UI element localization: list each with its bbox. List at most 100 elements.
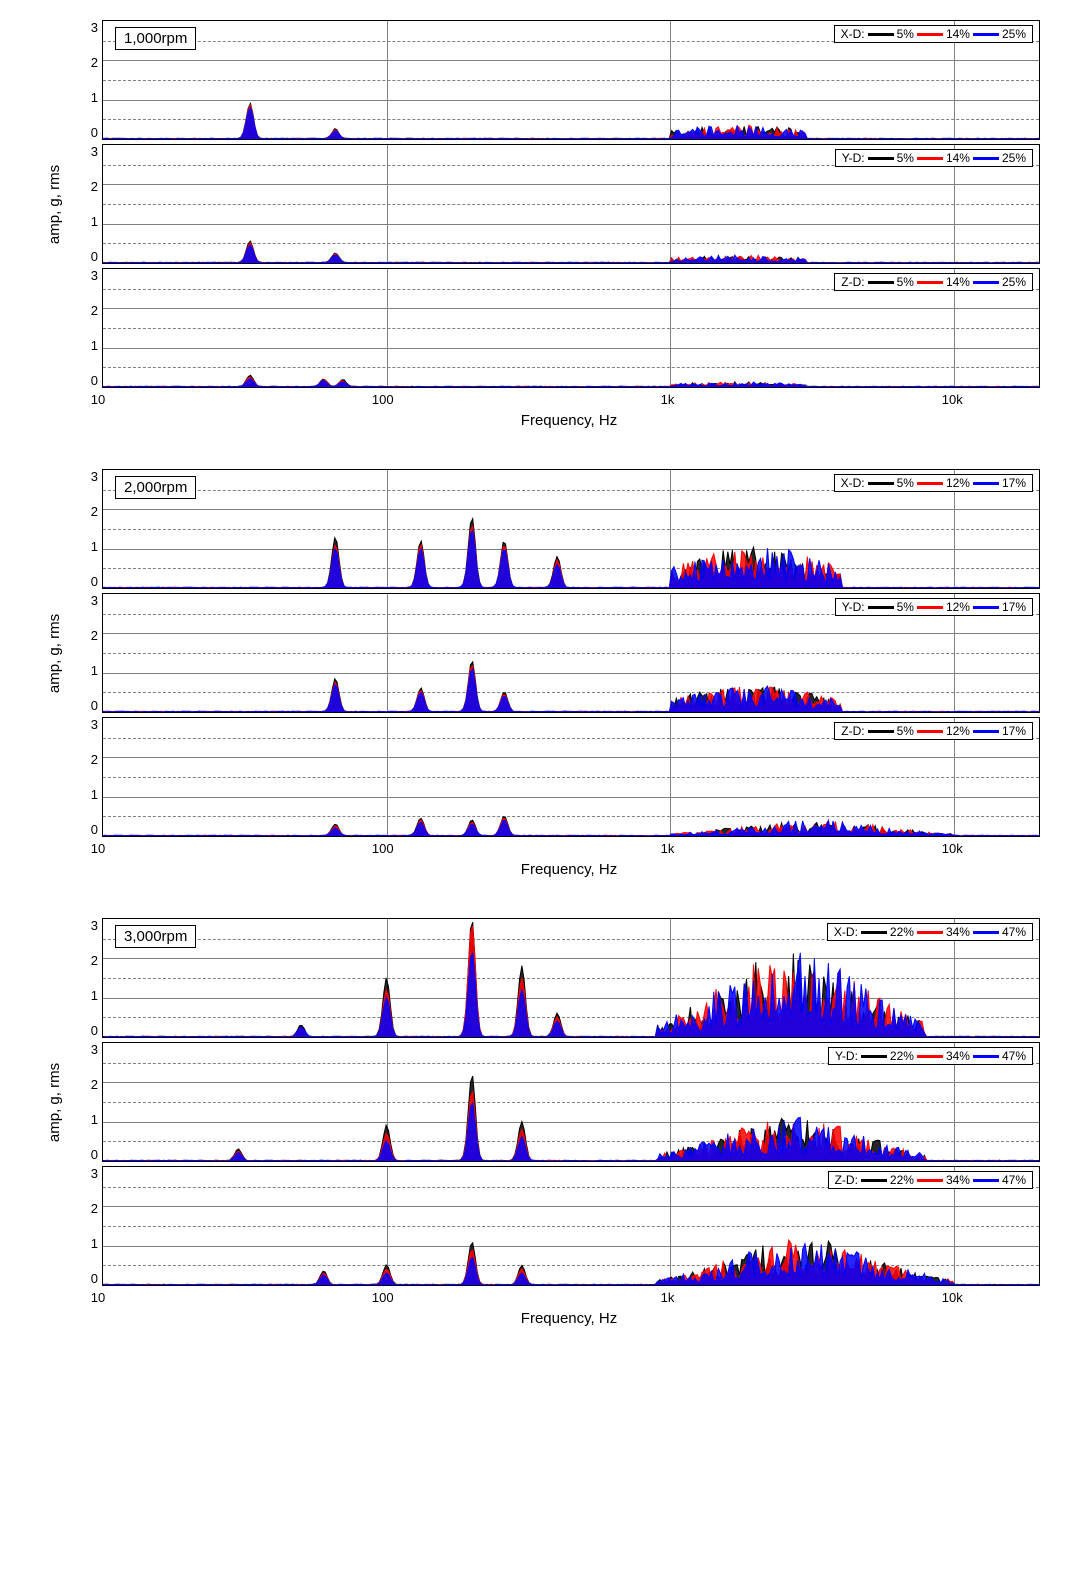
yaxis-label-wrap: amp, g, rms [40, 144, 70, 264]
yaxis-label: amp, g, rms [47, 164, 64, 243]
ytick-label: 0 [70, 1271, 98, 1286]
rpm-label-box: 3,000rpm [115, 925, 196, 948]
xtick-label: 1k [653, 392, 683, 407]
legend-direction: X-D: [841, 27, 865, 41]
legend-line [861, 1179, 887, 1182]
legend-percent: 25% [1002, 275, 1026, 289]
ytick-label: 2 [70, 1077, 98, 1092]
ytick-label: 2 [70, 55, 98, 70]
ytick-label: 1 [70, 338, 98, 353]
ytick-label: 0 [70, 574, 98, 589]
ytick-col: 3210 [70, 144, 102, 264]
ytick-label: 2 [70, 504, 98, 519]
legend-direction: X-D: [834, 925, 858, 939]
legend-box: Z-D:22%34%47% [828, 1171, 1033, 1189]
legend-line [973, 1055, 999, 1058]
plot-area: 2,000rpmX-D:5%12%17% [102, 469, 1040, 589]
plot-area: 1,000rpmX-D:5%14%25% [102, 20, 1040, 140]
plot-area: Y-D:5%14%25% [102, 144, 1040, 264]
legend-line [868, 606, 894, 609]
legend-percent: 14% [946, 275, 970, 289]
yaxis-label-wrap [40, 717, 70, 837]
subplot: amp, g, rms3210Y-D:5%12%17% [40, 593, 1040, 713]
xtick-row: 101001k10k [98, 1290, 1038, 1306]
ytick-col: 3210 [70, 918, 102, 1038]
xaxis-label: Frequency, Hz [98, 1310, 1040, 1327]
legend-percent: 25% [1002, 151, 1026, 165]
ytick-label: 1 [70, 214, 98, 229]
xtick-label: 10k [937, 841, 967, 856]
ytick-label: 0 [70, 698, 98, 713]
ytick-label: 1 [70, 787, 98, 802]
ytick-col: 3210 [70, 20, 102, 140]
legend-percent: 34% [946, 1049, 970, 1063]
ytick-label: 0 [70, 1023, 98, 1038]
yaxis-label: amp, g, rms [47, 1062, 64, 1141]
ytick-label: 0 [70, 1147, 98, 1162]
legend-line [868, 482, 894, 485]
subplot: 3210Z-D:22%34%47% [40, 1166, 1040, 1286]
subplot: 32103,000rpmX-D:22%34%47% [40, 918, 1040, 1038]
legend-percent: 47% [1002, 1173, 1026, 1187]
ytick-label: 2 [70, 953, 98, 968]
legend-percent: 5% [897, 151, 914, 165]
xtick-row: 101001k10k [98, 392, 1038, 408]
legend-percent: 17% [1002, 600, 1026, 614]
plot-area: Y-D:5%12%17% [102, 593, 1040, 713]
legend-percent: 12% [946, 476, 970, 490]
yaxis-label-wrap: amp, g, rms [40, 593, 70, 713]
legend-percent: 5% [897, 27, 914, 41]
legend-direction: Z-D: [841, 724, 864, 738]
legend-line [973, 931, 999, 934]
ytick-label: 0 [70, 249, 98, 264]
yaxis-label: amp, g, rms [47, 613, 64, 692]
legend-percent: 34% [946, 1173, 970, 1187]
legend-line [868, 730, 894, 733]
plot-area: Z-D:22%34%47% [102, 1166, 1040, 1286]
legend-percent: 5% [897, 600, 914, 614]
legend-line [917, 931, 943, 934]
legend-line [917, 482, 943, 485]
xtick-label: 10 [83, 392, 113, 407]
ytick-label: 2 [70, 303, 98, 318]
rpm-label-box: 2,000rpm [115, 476, 196, 499]
ytick-col: 3210 [70, 593, 102, 713]
yaxis-label-wrap [40, 20, 70, 140]
ytick-label: 1 [70, 1112, 98, 1127]
legend-percent: 5% [897, 275, 914, 289]
legend-percent: 17% [1002, 476, 1026, 490]
ytick-label: 2 [70, 628, 98, 643]
ytick-col: 3210 [70, 1042, 102, 1162]
yaxis-label-wrap [40, 469, 70, 589]
xtick-label: 1k [653, 841, 683, 856]
subplot: 32101,000rpmX-D:5%14%25% [40, 20, 1040, 140]
legend-line [917, 281, 943, 284]
legend-box: X-D:5%14%25% [834, 25, 1033, 43]
legend-direction: Y-D: [835, 1049, 858, 1063]
legend-line [917, 730, 943, 733]
ytick-label: 3 [70, 20, 98, 35]
xtick-label: 10 [83, 1290, 113, 1305]
legend-line [868, 281, 894, 284]
xtick-label: 10 [83, 841, 113, 856]
legend-percent: 34% [946, 925, 970, 939]
legend-percent: 5% [897, 724, 914, 738]
legend-percent: 47% [1002, 1049, 1026, 1063]
xaxis-label: Frequency, Hz [98, 412, 1040, 429]
legend-percent: 22% [890, 1173, 914, 1187]
xtick-row: 101001k10k [98, 841, 1038, 857]
legend-direction: X-D: [841, 476, 865, 490]
subplot: 3210Z-D:5%12%17% [40, 717, 1040, 837]
plot-area: Z-D: 5% 14% 25% [102, 268, 1040, 388]
legend-line [973, 482, 999, 485]
legend-box: Y-D:5%12%17% [835, 598, 1033, 616]
subplot: 32102,000rpmX-D:5%12%17% [40, 469, 1040, 589]
xtick-label: 100 [368, 841, 398, 856]
ytick-col: 3210 [70, 1166, 102, 1286]
legend-direction: Z-D: [841, 275, 864, 289]
legend-line [861, 931, 887, 934]
ytick-label: 2 [70, 752, 98, 767]
ytick-label: 1 [70, 663, 98, 678]
rpm-group: 32101,000rpmX-D:5%14%25%amp, g, rms3210Y… [40, 20, 1040, 429]
legend-direction: Y-D: [842, 600, 865, 614]
